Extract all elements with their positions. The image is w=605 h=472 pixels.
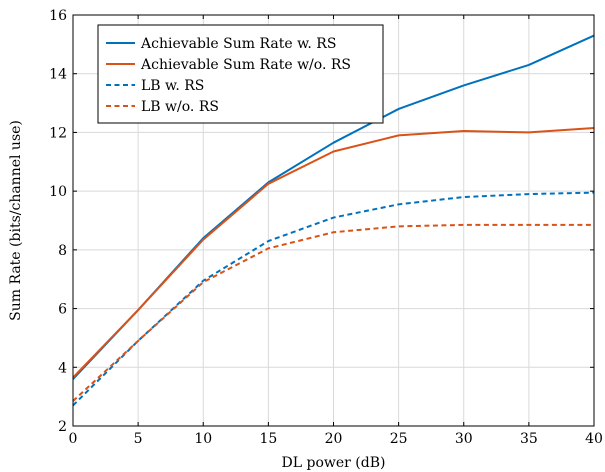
y-axis-label: Sum Rate (bits/channel use)	[8, 120, 24, 321]
legend-label-2: Achievable Sum Rate w/o. RS	[140, 57, 351, 73]
x-tick-label: 35	[520, 431, 538, 447]
y-tick-label: 4	[58, 360, 67, 376]
x-tick-label: 30	[455, 431, 473, 447]
x-tick-labels: 0 5 10 15 20 25 30 35 40	[69, 431, 603, 447]
y-tick-label: 16	[49, 8, 67, 24]
series-line-2	[72, 127, 595, 379]
x-tick-label: 0	[69, 431, 78, 447]
y-tick-label: 14	[49, 67, 67, 83]
x-tick-label: 20	[325, 431, 343, 447]
legend: Achievable Sum Rate w. RS Achievable Sum …	[97, 24, 384, 124]
x-tick-label: 10	[194, 431, 212, 447]
series-line-4	[72, 223, 594, 402]
y-tick-labels: 2 4 6 8 10 12 14 16	[49, 8, 67, 435]
series-line-3	[72, 191, 595, 407]
series-lines	[72, 34, 595, 407]
x-tick-label: 40	[585, 431, 603, 447]
y-tick-label: 2	[58, 419, 67, 435]
legend-label-4: LB w/o. RS	[141, 99, 219, 115]
y-tick-label: 8	[58, 243, 67, 259]
legend-box	[97, 24, 384, 124]
axis-ticks	[72, 14, 595, 427]
x-tick-label: 5	[134, 431, 143, 447]
legend-label-1: Achievable Sum Rate w. RS	[140, 36, 336, 52]
y-tick-label: 12	[49, 125, 67, 141]
y-tick-label: 6	[58, 302, 67, 318]
x-axis-label: DL power (dB)	[282, 455, 386, 471]
legend-label-3: LB w. RS	[141, 78, 204, 94]
y-tick-label: 10	[49, 184, 67, 200]
x-tick-label: 25	[390, 431, 408, 447]
x-tick-label: 15	[259, 431, 277, 447]
legend-items: Achievable Sum Rate w. RS Achievable Sum …	[106, 36, 351, 115]
